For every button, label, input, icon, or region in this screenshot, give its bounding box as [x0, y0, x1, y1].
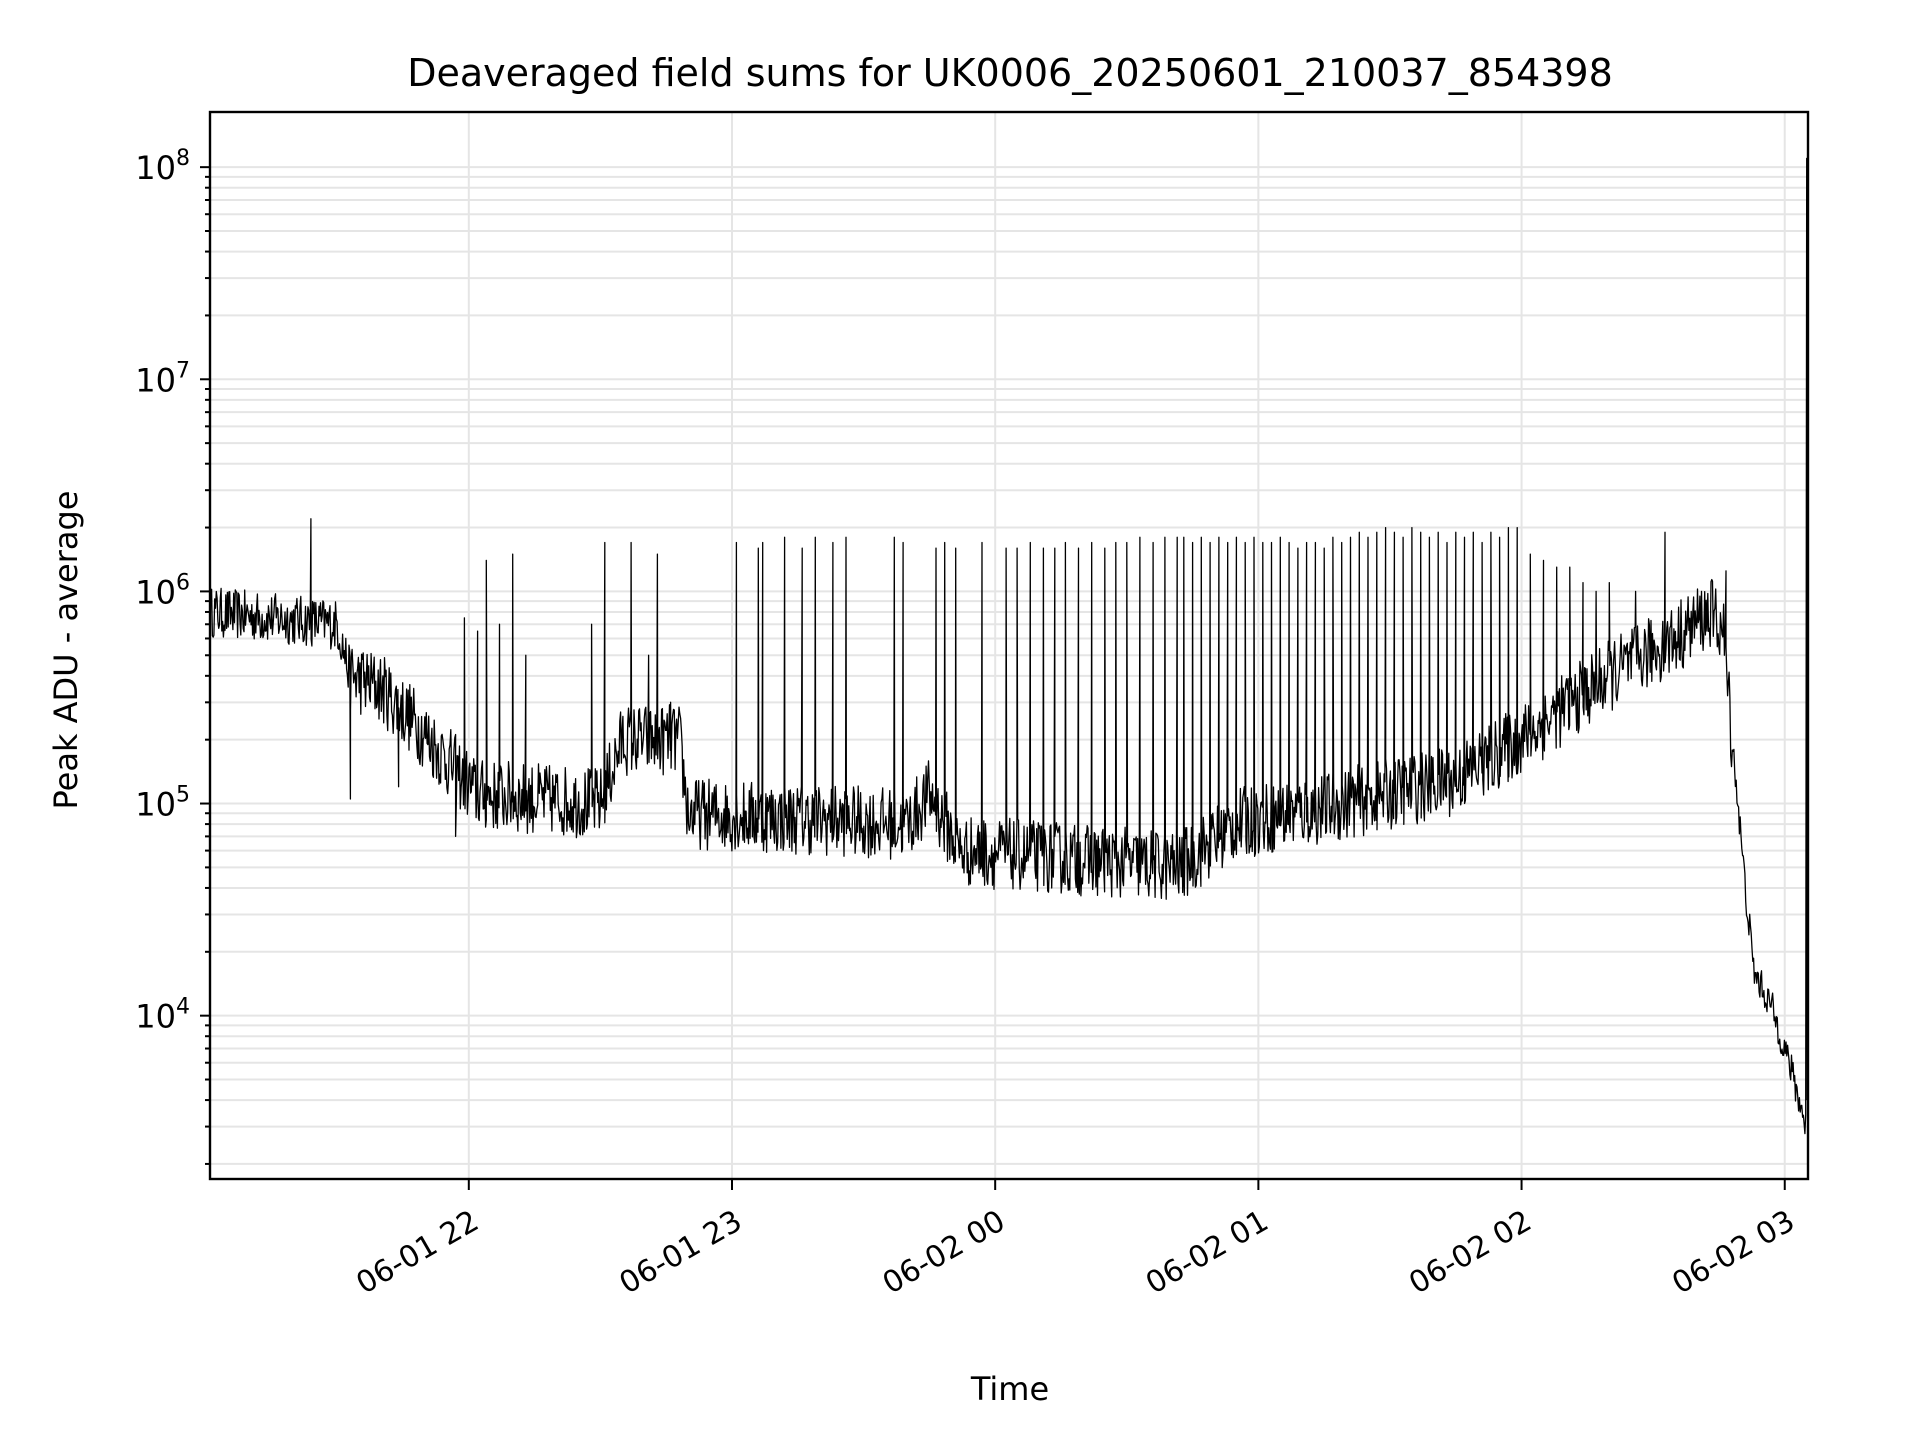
y-tick-base: 10 [135, 149, 176, 187]
y-tick-exponent: 7 [176, 358, 190, 383]
y-tick-base: 10 [135, 573, 176, 611]
x-axis: 06-01 22 06-01 23 06-02 00 06-02 01 06-02 02… [350, 1179, 1801, 1302]
plot-frame [208, 110, 1810, 1181]
x-tick-label: 06-02 03 [1666, 1204, 1800, 1302]
x-tick-label: 06-01 23 [614, 1204, 748, 1302]
y-tick-base: 10 [135, 361, 176, 399]
grid [210, 112, 1808, 1179]
y-tick-label: 104 [135, 995, 190, 1036]
y-tick-label: 106 [135, 570, 190, 611]
y-tick-exponent: 5 [176, 783, 190, 808]
x-axis-label: Time [970, 1370, 1049, 1408]
data-line [209, 157, 1808, 1135]
y-tick-label: 105 [135, 783, 190, 824]
x-tick-label: 06-01 22 [350, 1204, 484, 1302]
chart-title: Deaveraged field sums for UK0006_2025060… [407, 51, 1613, 95]
series [209, 157, 1808, 1135]
y-tick-exponent: 4 [176, 995, 190, 1020]
x-tick-label: 06-02 01 [1140, 1204, 1274, 1302]
y-axis-label: Peak ADU - average [47, 491, 85, 810]
y-tick-base: 10 [135, 786, 176, 824]
x-tick-label: 06-02 02 [1403, 1204, 1537, 1302]
y-tick-exponent: 6 [176, 570, 190, 595]
y-tick-exponent: 8 [176, 146, 190, 171]
x-tick-label: 06-02 00 [877, 1204, 1011, 1302]
y-tick-label: 108 [135, 146, 190, 187]
y-tick-label: 107 [135, 358, 190, 399]
y-tick-base: 10 [135, 998, 176, 1036]
